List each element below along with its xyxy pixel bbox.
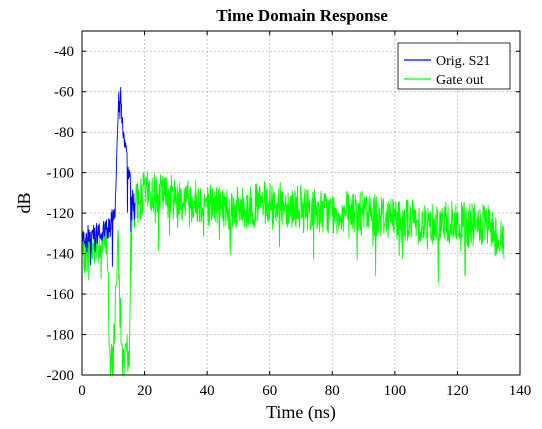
x-tick-label: 140 xyxy=(509,383,532,399)
y-tick-label: -160 xyxy=(47,287,75,303)
y-tick-label: -100 xyxy=(47,166,75,182)
x-tick-label: 60 xyxy=(262,383,277,399)
y-tick-label: -200 xyxy=(47,368,75,384)
x-tick-label: 20 xyxy=(137,383,152,399)
series-line-orig-s21 xyxy=(82,87,136,267)
y-tick-label: -120 xyxy=(47,206,75,222)
legend: Orig. S21 Gate out xyxy=(397,42,511,90)
chart-title: Time Domain Response xyxy=(216,6,388,25)
y-tick-label: -40 xyxy=(54,44,74,60)
legend-label-orig-s21: Orig. S21 xyxy=(436,54,490,69)
x-tick-label: 80 xyxy=(325,383,340,399)
axis-ticks: 0 20 40 60 80 100 120 140 -200 -180 -160 -140 -120 -1… xyxy=(47,31,532,399)
x-axis-label: Time (ns) xyxy=(266,402,336,423)
x-tick-label: 120 xyxy=(446,383,469,399)
y-tick-label: -140 xyxy=(47,247,75,263)
plot-frame xyxy=(81,30,521,376)
y-axis-label: dB xyxy=(14,192,34,213)
y-tick-label: -60 xyxy=(54,85,74,101)
series-layer xyxy=(82,87,505,375)
x-tick-label: 100 xyxy=(384,383,407,399)
y-tick-label: -80 xyxy=(54,125,74,141)
legend-box xyxy=(397,42,511,90)
x-tick-label: 0 xyxy=(78,383,86,399)
y-tick-label: -180 xyxy=(47,328,75,344)
x-tick-label: 40 xyxy=(200,383,215,399)
legend-label-gate-out: Gate out xyxy=(436,73,484,88)
series-line-gate-out xyxy=(82,171,505,375)
